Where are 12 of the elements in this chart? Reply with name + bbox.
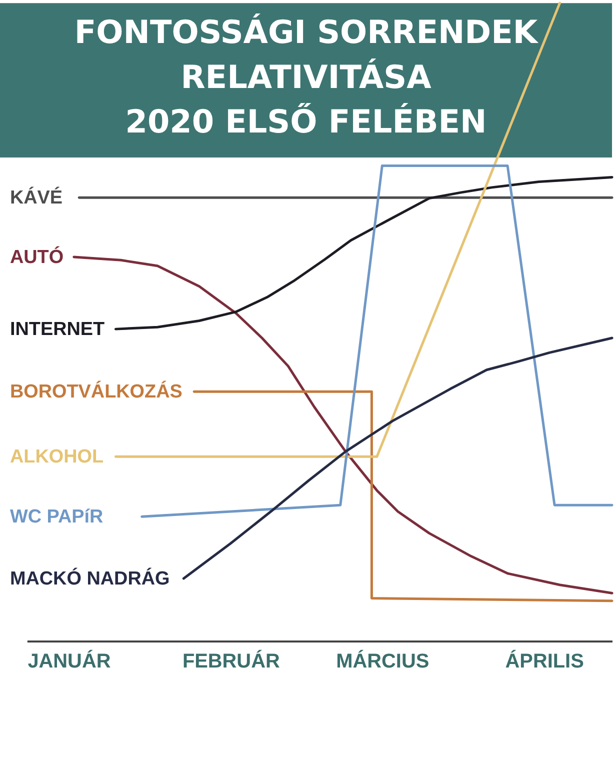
x-tick-label: MÁRCIUS — [336, 649, 430, 672]
series-label: KÁVÉ — [10, 186, 63, 209]
text: WC PAPíR — [10, 506, 104, 528]
series-label: ALKOHOL — [10, 446, 104, 468]
text: FONTOSSÁGI SORRENDEK RELATIVITÁSA 2020 ELSŐ FELÉBEN — [74, 12, 539, 141]
series-label: BOROTVÁLKOZÁS — [10, 380, 182, 403]
x-tick-label: ÁPRILIS — [505, 649, 584, 672]
series-label: MACKÓ NADRÁG — [10, 567, 170, 590]
x-tick-label: JANUÁR — [28, 649, 111, 672]
series-label: AUTÓ — [10, 246, 64, 268]
series-label: INTERNET — [10, 319, 106, 340]
x-tick-label: FEBRUÁR — [182, 649, 280, 672]
